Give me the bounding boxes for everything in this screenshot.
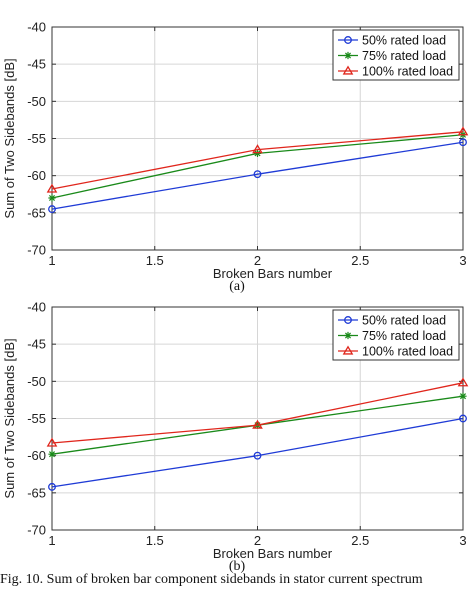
legend-entry: 75% rated load	[362, 329, 446, 343]
data-point	[252, 144, 263, 154]
series-line	[51, 131, 464, 190]
legend-marker	[344, 36, 352, 44]
x-tick-label: 2.5	[351, 253, 369, 268]
legend-marker	[342, 65, 354, 75]
series-line	[51, 382, 464, 444]
x-tick-label: 2.5	[351, 533, 369, 548]
legend-entry: 100% rated load	[362, 345, 453, 359]
y-tick-label: -55	[27, 131, 46, 146]
data-point	[253, 451, 262, 460]
x-tick-label: 1.5	[146, 253, 164, 268]
x-tick-label: 3	[459, 253, 466, 268]
data-point	[48, 450, 56, 458]
legend-marker	[344, 316, 352, 324]
legend-entry: 100% rated load	[362, 65, 453, 79]
data-point	[46, 183, 58, 193]
y-tick-label: -65	[27, 205, 46, 220]
y-tick-label: -40	[27, 20, 46, 35]
panel-label: (b)	[229, 559, 246, 574]
y-tick-label: -45	[27, 57, 46, 72]
y-tick-label: -50	[27, 374, 46, 389]
legend-marker	[342, 345, 354, 355]
x-tick-label: 2	[254, 253, 261, 268]
data-point	[48, 194, 56, 202]
y-axis-label: Sum of Two Sidebands [dB]	[2, 338, 17, 498]
x-axis-label: Broken Bars number	[213, 266, 333, 281]
legend-entry: 50% rated load	[362, 34, 446, 48]
data-point	[459, 138, 467, 147]
legend-entry: 75% rated load	[362, 49, 446, 63]
y-tick-label: -40	[27, 300, 46, 315]
data-point	[459, 414, 467, 423]
y-tick-label: -60	[27, 448, 46, 463]
legend-entry: 50% rated load	[362, 314, 446, 328]
x-tick-label: 1	[48, 253, 55, 268]
x-tick-label: 1.5	[146, 533, 164, 548]
y-tick-label: -65	[27, 485, 46, 500]
panel-label: (a)	[229, 279, 245, 294]
chart-panel-b: 1 1.5 2 2.5 3 -40 -45 -50 -55 -60 -65 -70 Broken Bar…	[2, 300, 469, 574]
chart-panel-a: 1 1.5 2 2.5 3 -40 -45 -50 -55 -60 -65 -70 Broken Bar…	[2, 20, 469, 294]
data-point	[252, 419, 263, 429]
x-tick-label: 3	[459, 533, 466, 548]
data-point	[48, 205, 56, 214]
x-tick-label: 2	[254, 533, 261, 548]
figure-caption: Fig. 10. Sum of broken bar component sid…	[0, 572, 423, 587]
data-point	[459, 392, 467, 400]
y-tick-label: -45	[27, 337, 46, 352]
data-point	[253, 149, 262, 157]
y-axis-label: Sum of Two Sidebands [dB]	[2, 58, 17, 218]
data-point	[46, 437, 58, 447]
x-tick-label: 1	[48, 533, 55, 548]
legend-marker	[344, 51, 352, 60]
series-line	[51, 417, 464, 488]
data-point	[457, 126, 469, 136]
data-point	[457, 377, 469, 387]
y-tick-label: -50	[27, 94, 46, 109]
y-tick-label: -60	[27, 168, 46, 183]
legend-marker	[344, 331, 352, 340]
series-line	[51, 141, 464, 210]
y-tick-label: -70	[27, 523, 46, 538]
data-point	[48, 482, 56, 491]
y-tick-label: -55	[27, 411, 46, 426]
data-point	[253, 170, 262, 179]
y-tick-label: -70	[27, 243, 46, 258]
x-axis-label: Broken Bars number	[213, 546, 333, 561]
